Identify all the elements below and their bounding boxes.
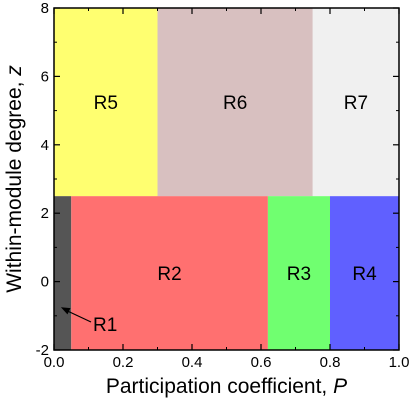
y-tick-label: -2 [36, 342, 49, 359]
y-axis-title-var: z [3, 65, 26, 77]
region-r1 [54, 196, 72, 350]
region-label-r6: R6 [223, 93, 247, 114]
region-r4 [330, 196, 399, 350]
y-tick-label: 6 [41, 68, 49, 85]
region-r2 [71, 196, 268, 350]
region-r3 [267, 196, 330, 350]
x-tick-label: 0.2 [113, 354, 134, 371]
region-r6 [157, 8, 313, 197]
region-r7 [312, 8, 399, 197]
annotation-layer [60, 307, 92, 323]
x-tick-label: 0.6 [251, 354, 272, 371]
x-axis-title-text: Participation coefficient, [106, 375, 333, 398]
region-label-r3: R3 [287, 264, 311, 285]
region-r5 [54, 8, 158, 197]
y-tick-label: 4 [41, 137, 49, 154]
x-tick-label: 1.0 [389, 354, 410, 371]
x-axis-title-var: P [333, 375, 347, 398]
regions-layer [54, 8, 399, 350]
ticks-layer: 0.0 0.2 0.4 0.6 0.8 1.0 -2 0 2 4 6 8 [36, 0, 410, 371]
y-tick-label: 0 [41, 274, 49, 291]
region-labels-layer: R2 R3 R4 R5 R6 R7 R1 [93, 93, 377, 336]
x-tick-label: 0.8 [320, 354, 341, 371]
x-axis-title: Participation coefficient, P [106, 375, 347, 398]
region-label-r1: R1 [93, 315, 117, 336]
y-tick-label: 8 [41, 0, 49, 17]
region-label-r2: R2 [157, 264, 181, 285]
region-label-r5: R5 [94, 93, 118, 114]
r1-arrowhead [60, 307, 71, 315]
r1-arrow [65, 309, 92, 323]
y-axis-title: Within-module degree, z [3, 65, 26, 293]
x-tick-label: 0.4 [182, 354, 203, 371]
x-tick-label: 0.0 [44, 354, 65, 371]
region-label-r4: R4 [352, 264, 377, 285]
region-label-r7: R7 [344, 93, 368, 114]
y-axis-title-text: Within-module degree, [3, 76, 26, 293]
y-tick-label: 2 [41, 205, 49, 222]
